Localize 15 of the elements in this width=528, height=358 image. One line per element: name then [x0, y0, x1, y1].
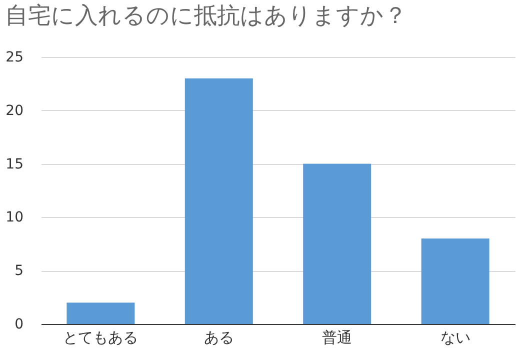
bar — [66, 302, 135, 324]
x-tick-label: ある — [204, 328, 234, 346]
y-tick-label: 20 — [6, 102, 24, 119]
y-tick-label: 25 — [6, 50, 24, 66]
bar — [184, 78, 253, 324]
y-tick-label: 15 — [6, 156, 24, 172]
x-tick-label: とてもある — [63, 328, 138, 346]
bar — [421, 238, 490, 324]
x-tick-label: ない — [440, 328, 470, 346]
y-tick-label: 0 — [14, 316, 24, 332]
x-tick-label: 普通 — [322, 328, 352, 346]
y-tick-label: 5 — [14, 263, 24, 280]
bar — [303, 164, 372, 324]
chart-title: 自宅に入れるのに抵抗はありますか？ — [5, 3, 408, 29]
y-tick-label: 10 — [6, 210, 24, 226]
